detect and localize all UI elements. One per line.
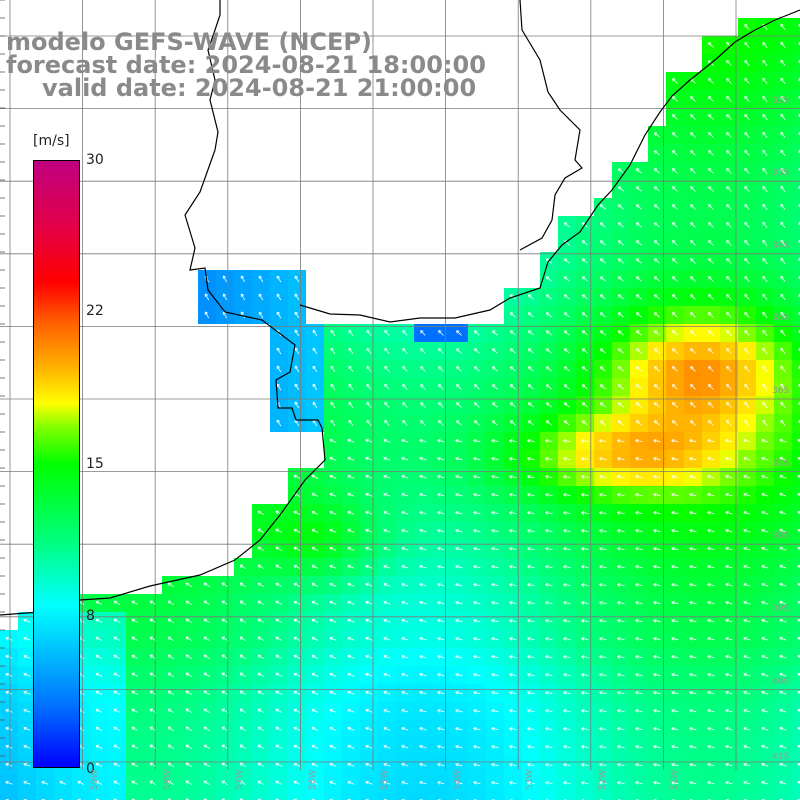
lat-label-40s: 40S: [772, 677, 790, 687]
lon-label-51w: 51W: [670, 769, 680, 790]
lat-label-36s: 36S: [772, 386, 790, 396]
wind-speed-cells: [0, 18, 800, 800]
legend-tick-22: 22: [86, 303, 104, 319]
lon-label-56w: 56W: [308, 769, 318, 790]
lon-label-52w: 52W: [598, 769, 608, 790]
color-scale-bar: [33, 160, 80, 768]
lon-label-54w: 54W: [453, 769, 463, 790]
lat-label-38s: 38S: [772, 531, 790, 541]
lon-label-59w: 59W: [90, 769, 100, 790]
lat-label-39s: 39S: [772, 604, 790, 614]
legend-tick-0: 0: [86, 761, 95, 777]
legend-tick-30: 30: [86, 152, 104, 168]
lat-label-34s: 34S: [772, 241, 790, 251]
legend-tick-8: 8: [86, 608, 95, 624]
forecast-date: forecast date: 2024-08-21 18:00:00: [6, 51, 486, 79]
lon-label-57w: 57W: [235, 769, 245, 790]
lat-label-37s: 37S: [772, 459, 790, 469]
lat-label-41s: 41S: [772, 752, 790, 762]
coastline: [0, 0, 800, 616]
lon-label-55w: 55W: [380, 769, 390, 790]
lat-label-35s: 35S: [772, 313, 790, 323]
legend-tick-15: 15: [86, 456, 104, 472]
model-title: modelo GEFS-WAVE (NCEP): [6, 28, 372, 56]
valid-date: valid date: 2024-08-21 21:00:00: [42, 74, 477, 102]
lat-lon-grid: [0, 0, 800, 770]
legend-unit: [m/s]: [33, 133, 70, 149]
lon-label-53w: 53W: [525, 769, 535, 790]
lat-label-32s: 32S: [772, 96, 790, 106]
lon-label-58w: 58W: [163, 769, 173, 790]
lat-label-33s: 33S: [772, 168, 790, 178]
